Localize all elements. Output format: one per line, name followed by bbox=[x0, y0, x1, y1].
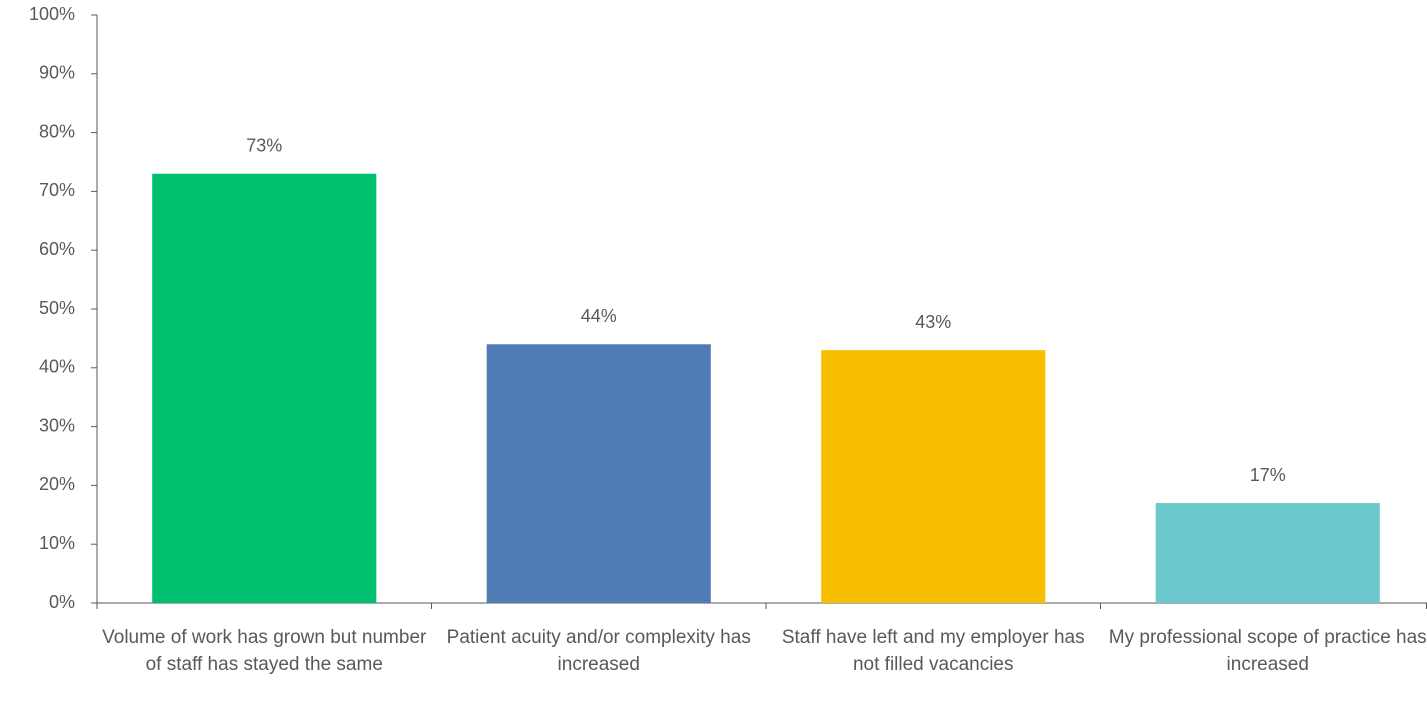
bar bbox=[821, 350, 1046, 603]
y-tick-label: 90% bbox=[39, 63, 75, 83]
x-tick-label: Volume of work has grown but number of s… bbox=[102, 627, 427, 675]
x-tick-label: My professional scope of practice has in… bbox=[1108, 627, 1427, 675]
data-label: 44% bbox=[581, 306, 617, 326]
y-tick-label: 20% bbox=[39, 474, 75, 494]
y-tick-label: 50% bbox=[39, 298, 75, 318]
bar bbox=[152, 173, 377, 603]
y-tick-label: 0% bbox=[49, 592, 75, 612]
bar bbox=[486, 344, 711, 603]
y-tick-label: 80% bbox=[39, 121, 75, 141]
y-tick-label: 10% bbox=[39, 533, 75, 553]
y-tick-label: 60% bbox=[39, 239, 75, 259]
bar bbox=[1155, 503, 1380, 603]
y-tick-label: 30% bbox=[39, 415, 75, 435]
y-tick-label: 40% bbox=[39, 357, 75, 377]
x-tick-label: Patient acuity and/or complexity has inc… bbox=[446, 627, 751, 675]
data-label: 17% bbox=[1250, 465, 1286, 485]
data-label: 73% bbox=[246, 136, 282, 156]
data-label: 43% bbox=[915, 312, 951, 332]
y-tick-label: 100% bbox=[29, 4, 75, 24]
y-tick-label: 70% bbox=[39, 180, 75, 200]
x-tick-label: Staff have left and my employer has not … bbox=[781, 627, 1085, 675]
